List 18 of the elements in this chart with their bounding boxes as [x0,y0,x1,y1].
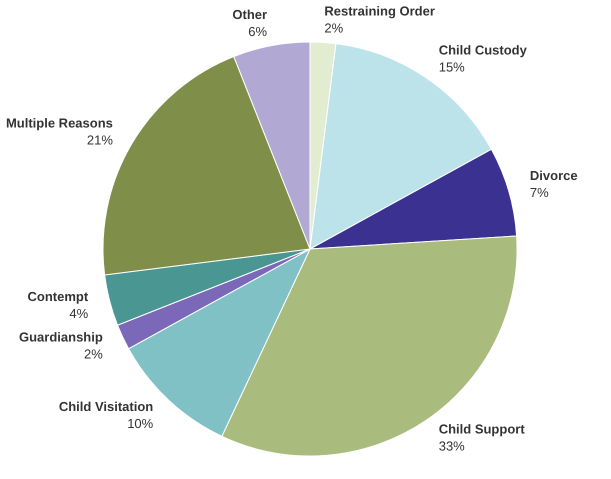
data-label: 2% [324,20,344,36]
slice-label: Other [232,7,268,22]
slice-label: Multiple Reasons [6,115,113,130]
data-label: 10% [127,416,154,431]
slice-label: Divorce [530,168,578,184]
slice-label: Contempt [28,288,89,304]
data-label: 4% [69,306,89,321]
data-label: 6% [248,24,268,40]
data-label: 15% [438,60,466,75]
data-label: 33% [438,438,466,454]
slice-label: Child Custody [438,42,528,58]
slice-label: Child Support [438,421,526,436]
data-label: 7% [530,185,550,200]
data-label: 2% [84,346,104,362]
slice-label: Restraining Order [324,3,435,18]
data-label: 21% [86,132,114,148]
slice-label: Child Visitation [58,398,154,414]
slice-label: Guardianship [19,330,103,345]
